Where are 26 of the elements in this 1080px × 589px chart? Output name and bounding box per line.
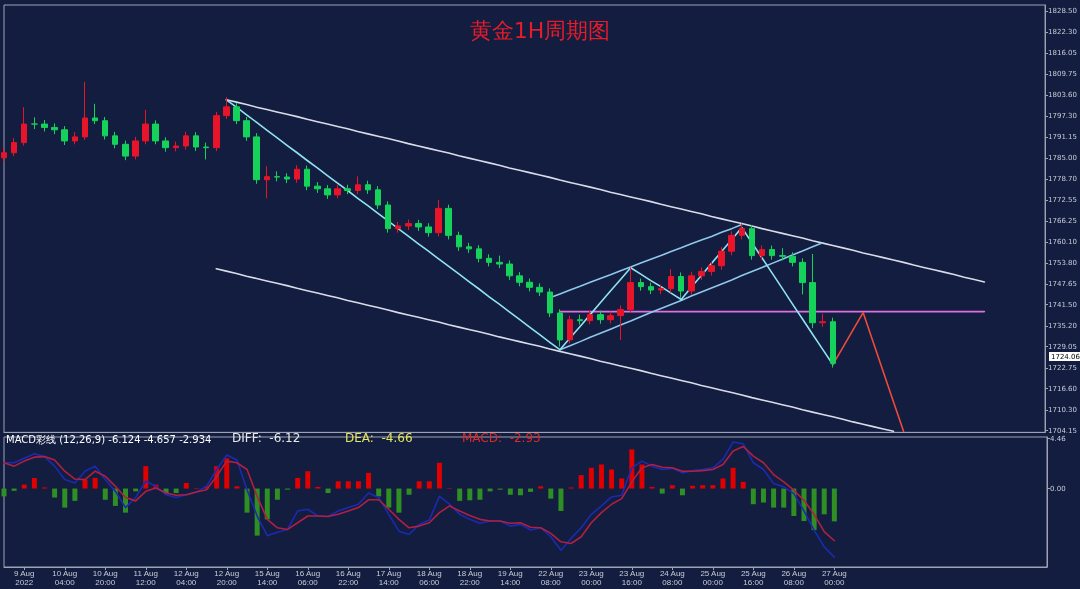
x-tick-label: 19 Aug 14:00 bbox=[497, 569, 523, 587]
x-tick-label: 27 Aug 00:00 bbox=[821, 569, 847, 587]
x-tick-label: 12 Aug 04:00 bbox=[173, 569, 199, 587]
x-tick-label: 18 Aug 22:00 bbox=[457, 569, 483, 587]
x-tick-label: 16 Aug 22:00 bbox=[335, 569, 361, 587]
x-tick-label: 26 Aug 08:00 bbox=[781, 569, 807, 587]
x-tick-label: 12 Aug 20:00 bbox=[214, 569, 240, 587]
annotation: DIFF: -6.12 bbox=[232, 431, 301, 445]
x-tick-label: 16 Aug 06:00 bbox=[295, 569, 321, 587]
x-tick-label: 25 Aug 00:00 bbox=[700, 569, 726, 587]
x-tick-label: 18 Aug 06:00 bbox=[416, 569, 442, 587]
x-tick-label: 10 Aug 20:00 bbox=[92, 569, 118, 587]
x-tick-label: 22 Aug 08:00 bbox=[538, 569, 564, 587]
annotation: MACD彩线 (12,26,9) -6.124 -4.657 -2.934 bbox=[6, 433, 212, 445]
text: 黄金1H周期图 bbox=[469, 17, 611, 43]
annotation: MACD: -2.93 bbox=[462, 431, 541, 445]
x-tick-label: 24 Aug 08:00 bbox=[659, 569, 685, 587]
x-tick-label: 17 Aug 14:00 bbox=[376, 569, 402, 587]
x-tick-label: 25 Aug 16:00 bbox=[740, 569, 766, 587]
x-tick-label: 10 Aug 04:00 bbox=[52, 569, 78, 587]
x-tick-label: 11 Aug 12:00 bbox=[133, 569, 158, 587]
x-tick-label: 23 Aug 16:00 bbox=[619, 569, 645, 587]
x-tick-label: 9 Aug 2022 bbox=[14, 569, 35, 587]
x-tick-label: 15 Aug 14:00 bbox=[254, 569, 280, 587]
x-tick-label: 23 Aug 00:00 bbox=[578, 569, 604, 587]
annotation: DEA: -4.66 bbox=[345, 431, 413, 445]
